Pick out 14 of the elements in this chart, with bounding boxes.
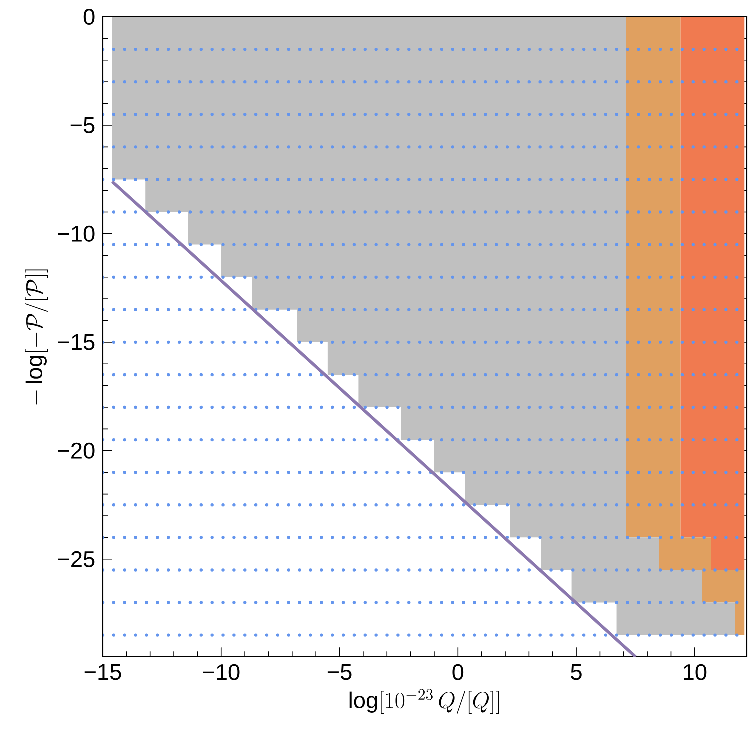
- x-axis-title: $\log[10^{-23}\,Q/[Q]]$: [350, 689, 500, 714]
- x-tick-label: 5: [571, 664, 582, 680]
- x-tick-label: −10: [203, 664, 240, 680]
- x-tick-label: 10: [684, 664, 707, 680]
- y-tick-label: −20: [58, 442, 95, 459]
- x-tick-label: −15: [84, 664, 122, 680]
- y-tick-label: −10: [58, 226, 95, 242]
- x-tick-label: 0: [452, 664, 464, 680]
- y-tick-label: −15: [58, 334, 95, 350]
- y-tick-label: −25: [58, 551, 95, 568]
- y-axis-title: $-\log[-\mathcal{P}/[\mathcal{P}]]$: [25, 270, 48, 405]
- y-tick-label: −5: [70, 118, 95, 134]
- y-tick-label: 0: [84, 8, 95, 26]
- x-tick-label: −5: [328, 664, 352, 680]
